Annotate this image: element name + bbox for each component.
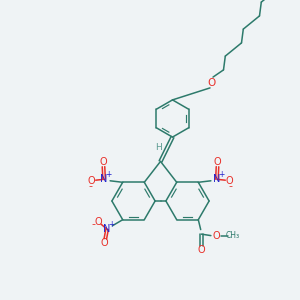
Text: O: O [100, 158, 107, 167]
Text: O: O [207, 77, 216, 88]
Text: O: O [212, 231, 220, 241]
Text: CH₃: CH₃ [226, 231, 240, 240]
Text: N: N [213, 174, 220, 184]
Text: O: O [197, 245, 205, 255]
Text: N: N [103, 224, 111, 234]
Text: O: O [88, 176, 95, 186]
Text: O: O [214, 158, 221, 167]
Text: +: + [218, 170, 224, 179]
Text: N: N [100, 174, 108, 184]
Text: O: O [94, 217, 102, 227]
Text: O: O [100, 238, 108, 248]
Text: -: - [91, 219, 95, 229]
Text: -: - [229, 181, 233, 191]
Text: H: H [155, 143, 161, 152]
Text: +: + [105, 170, 112, 179]
Text: +: + [108, 220, 115, 229]
Text: -: - [88, 181, 92, 191]
Text: O: O [226, 176, 233, 186]
